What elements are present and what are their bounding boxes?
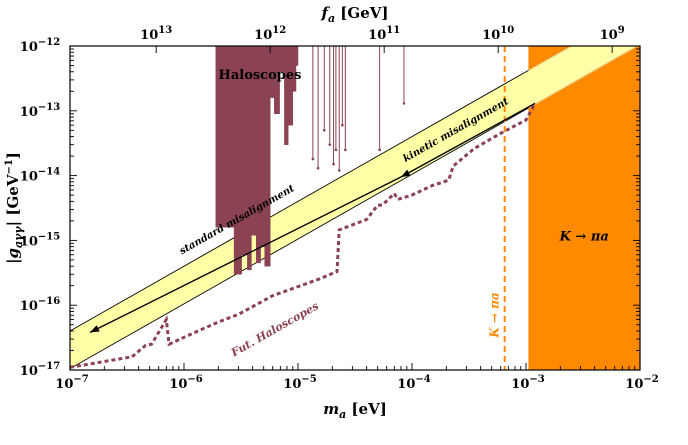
band-lower-edge-overlay xyxy=(528,46,639,109)
haloscope-spike-tip xyxy=(311,157,315,161)
x-tick-label: 10−3 xyxy=(511,374,544,392)
plot-frame xyxy=(69,45,641,371)
y-tick-label: 10−16 xyxy=(20,296,60,314)
axes: 10−7 10−6 10−5 10−4 10−3 10−2 10−17 10−16 10−15 1… xyxy=(20,25,659,392)
kinetic-misalignment-arrow xyxy=(400,102,536,178)
y-tick-label: 10−12 xyxy=(20,37,60,55)
future-haloscopes-label: Fut. Haloscopes xyxy=(228,299,321,359)
k-pi-a-excluded-region xyxy=(528,46,640,370)
standard-misalignment-arrow-head xyxy=(90,325,100,333)
k-pi-a-future-label: K → πa xyxy=(488,292,502,338)
haloscope-spike-tip xyxy=(328,143,332,146)
chart-labels: ma [eV] fa [GeV] |gaγγ| [GeV−1] Haloscop… xyxy=(4,4,389,421)
haloscope-spike-tip xyxy=(402,102,406,105)
haloscope-spike-tip xyxy=(378,148,381,152)
top-tick-label: 1012 xyxy=(254,25,286,43)
y-tick-label: 10−17 xyxy=(20,361,60,379)
x-tick-label: 10−6 xyxy=(169,374,202,392)
top-tick-label: 109 xyxy=(600,25,625,43)
y-tick-label: 10−15 xyxy=(20,231,60,249)
standard-misalignment-arrow xyxy=(89,176,402,334)
haloscope-spike-tip xyxy=(322,129,326,132)
top-tick-label: 1013 xyxy=(140,25,172,43)
x-tick-label: 10−4 xyxy=(397,374,430,392)
haloscope-spike-tip xyxy=(337,169,341,172)
haloscope-spike-tip xyxy=(341,123,344,127)
x-tick-label: 10−5 xyxy=(283,374,316,392)
haloscopes-region xyxy=(215,46,299,275)
haloscope-spike-tip xyxy=(344,148,347,152)
haloscope-spike-tip xyxy=(334,148,338,152)
y-tick-label: 10−14 xyxy=(20,167,60,185)
haloscopes-label: Haloscopes xyxy=(219,68,302,83)
haloscope-spike-tip xyxy=(316,166,320,170)
top-axis-title: fa [GeV] xyxy=(320,4,388,25)
qcd-axion-band xyxy=(70,46,639,370)
kinetic-misalignment-arrow-head xyxy=(400,169,411,178)
top-tick-label: 1010 xyxy=(482,25,514,43)
top-tick-label: 1011 xyxy=(368,25,400,43)
y-tick-label: 10−13 xyxy=(20,102,60,120)
kinetic-misalignment-label: kinetic misalignment xyxy=(401,96,511,165)
x-axis-title: ma [eV] xyxy=(323,400,387,421)
x-tick-label: 10−7 xyxy=(55,374,88,392)
x-tick-label: 10−2 xyxy=(625,374,658,392)
future-haloscopes-curve xyxy=(70,102,537,369)
band-upper-edge-overlay xyxy=(528,46,573,71)
k-pi-a-excluded-label: K → πa xyxy=(559,229,609,244)
y-axis-title: |gaγγ| [GeV−1] xyxy=(4,152,25,264)
haloscope-spike-tip xyxy=(332,162,335,166)
